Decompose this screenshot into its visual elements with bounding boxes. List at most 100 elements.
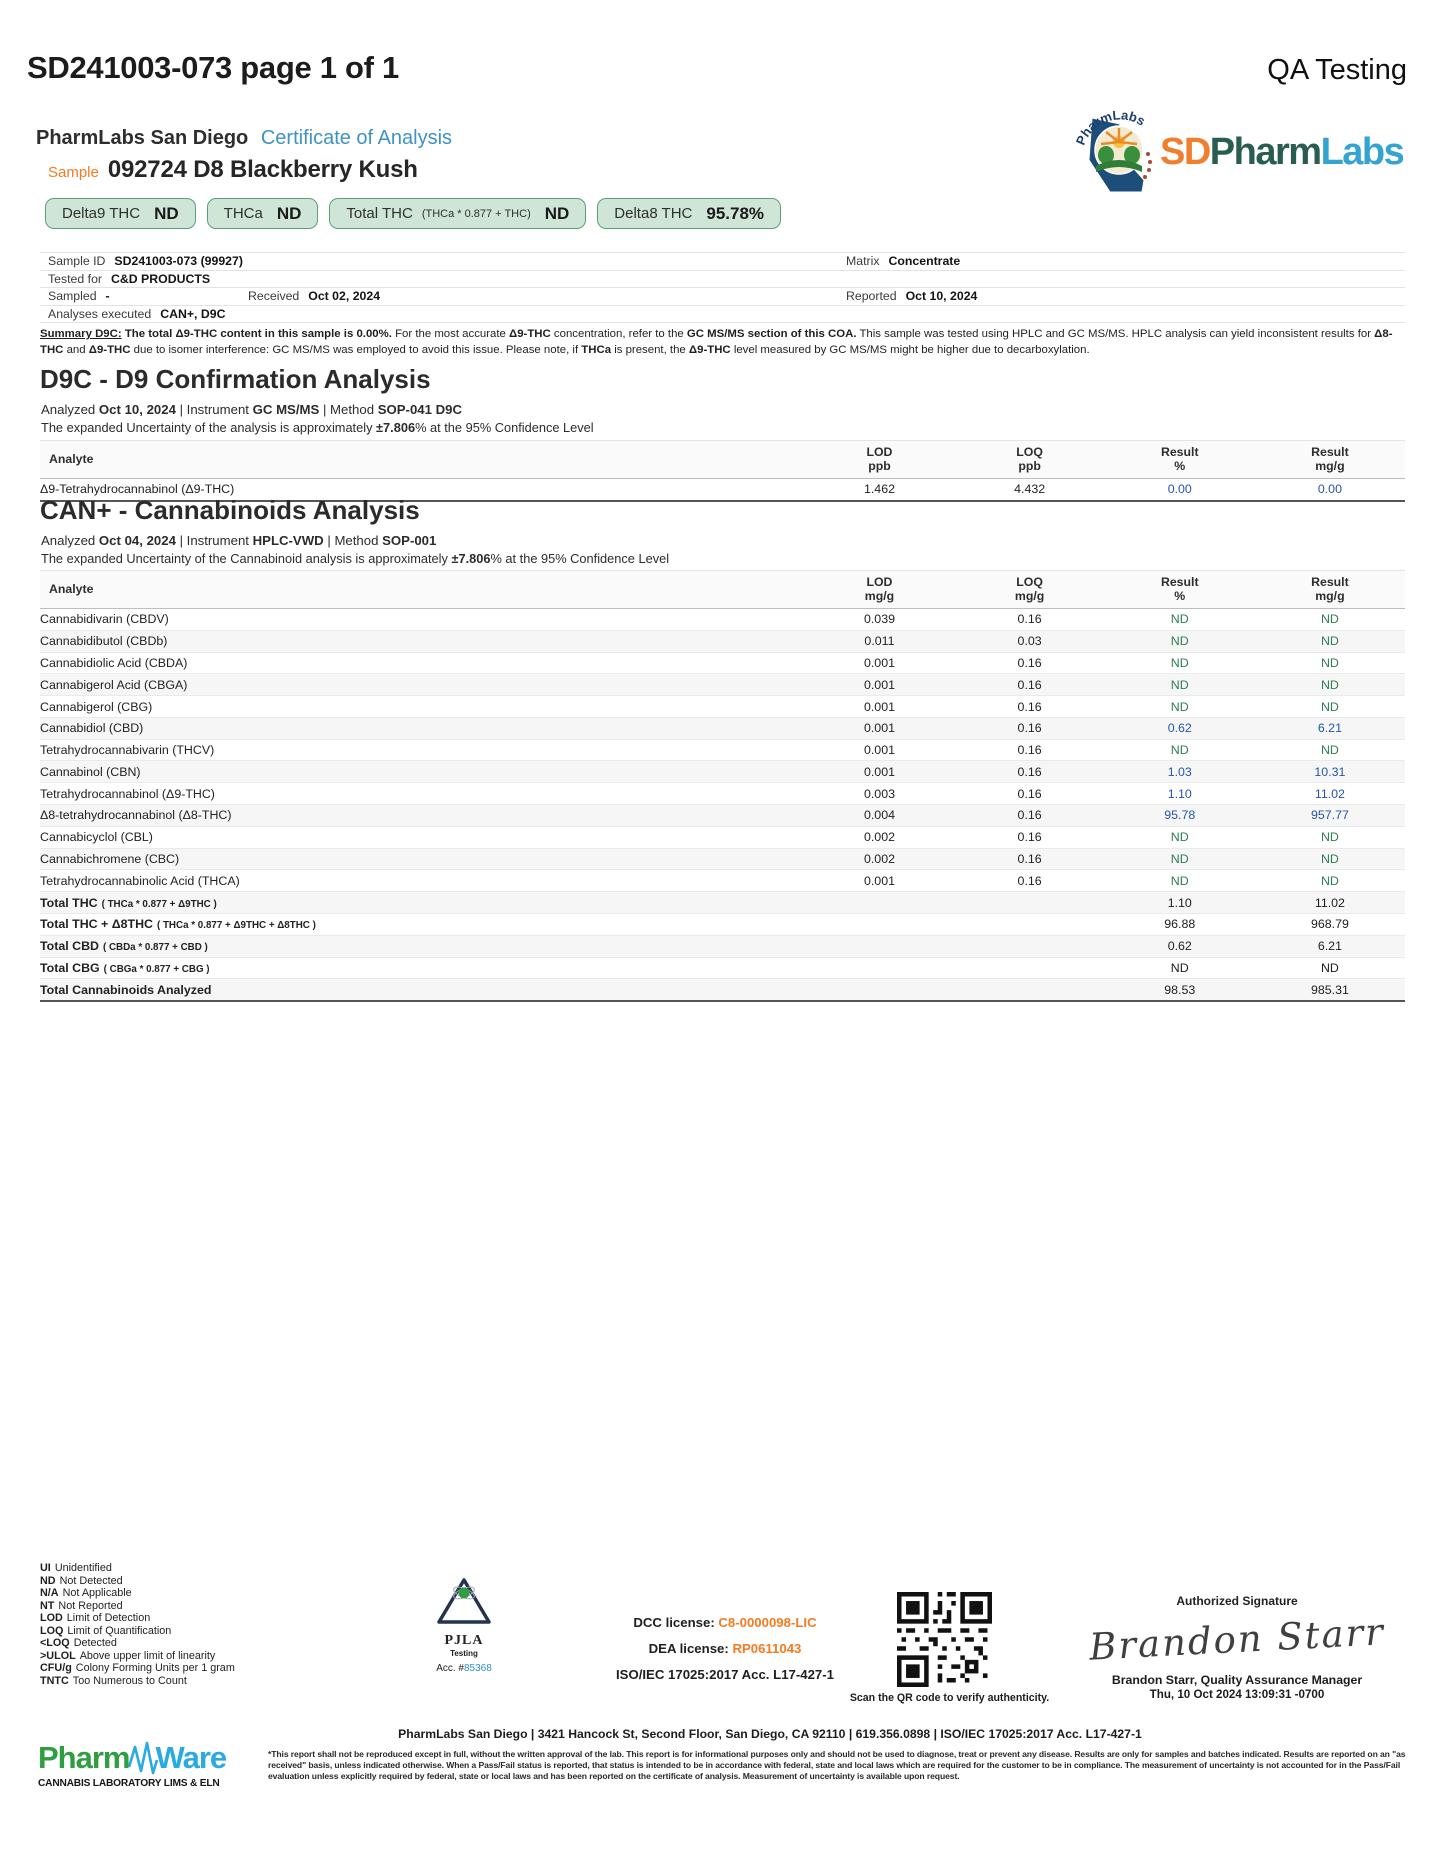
text-segment: | Instrument bbox=[175, 402, 253, 417]
text-segment: % at the 95% Confidence Level bbox=[415, 420, 594, 435]
cell-lod: 0.001 bbox=[804, 695, 955, 718]
logo-pharm: Pharm bbox=[1209, 130, 1322, 173]
d9c-section-title: D9C - D9 Confirmation Analysis bbox=[40, 364, 431, 394]
legend-desc: Detected bbox=[73, 1637, 117, 1649]
legend-item: ND Not Detected bbox=[40, 1575, 235, 1588]
text-segment: Analyzed bbox=[41, 402, 99, 417]
dea-license-link[interactable]: RP0611043 bbox=[732, 1641, 802, 1656]
sampled-label: Sampled bbox=[48, 289, 97, 304]
dcc-license-line: DCC license: C8-0000098-LIC bbox=[560, 1610, 890, 1636]
badge-label: Delta9 THC bbox=[62, 205, 141, 222]
table-header-row: Analyte LOD mg/g LOQ mg/g Result% Result mg… bbox=[40, 570, 1405, 609]
text-segment: ±7.806 bbox=[451, 551, 491, 566]
sample-id-value: SD241003-073 (99927) bbox=[114, 254, 243, 269]
reported-value: Oct 10, 2024 bbox=[905, 289, 978, 304]
cell-result-pct: ND bbox=[1104, 695, 1255, 718]
cell-result-mgg: ND bbox=[1254, 630, 1405, 653]
pjla-name: PJLA bbox=[444, 1633, 484, 1648]
abbreviation-legend: UI Unidentified ND Not Detected N/A Not App… bbox=[40, 1562, 235, 1687]
cell-result-mgg: 6.21 bbox=[1254, 717, 1405, 740]
cell-lod bbox=[804, 935, 955, 958]
cell-result-mgg: 0.00 bbox=[1254, 478, 1405, 502]
cell-lod: 0.011 bbox=[804, 630, 955, 653]
cell-result-mgg: ND bbox=[1254, 608, 1405, 631]
col-result-mgg: Result mg/g bbox=[1254, 570, 1405, 609]
license-block: DCC license: C8-0000098-LIC DEA license:… bbox=[560, 1610, 890, 1688]
legend-desc: Not Applicable bbox=[62, 1587, 132, 1599]
received-value: Oct 02, 2024 bbox=[308, 289, 381, 304]
pjla-triangle-icon bbox=[437, 1578, 491, 1624]
sample-label: Sample bbox=[48, 164, 99, 181]
summary-d9c-paragraph: Summary D9C: The total Δ9-THC content in… bbox=[40, 326, 1405, 359]
legend-abbr: <LOQ bbox=[40, 1637, 70, 1649]
cell-result-pct: ND bbox=[1104, 630, 1255, 653]
signature-block: Authorized Signature Brandon Starr Brand… bbox=[1062, 1594, 1412, 1701]
dcc-license-link[interactable]: C8-0000098-LIC bbox=[718, 1615, 817, 1630]
qr-caption: Scan the QR code to verify authenticity. bbox=[849, 1692, 1050, 1704]
cell-result-pct: 95.78 bbox=[1104, 804, 1255, 827]
matrix-label: Matrix bbox=[846, 254, 880, 269]
legend-item: CFU/g Colony Forming Units per 1 gram bbox=[40, 1662, 235, 1675]
cell-lod: 0.001 bbox=[804, 869, 955, 893]
text-segment: Δ8-THC bbox=[40, 328, 1393, 357]
cell-analyte: Cannabigerol Acid (CBGA) bbox=[40, 673, 805, 697]
sample-name: 092724 D8 Blackberry Kush bbox=[107, 156, 418, 183]
result-badge: Delta8 THC 95.78% bbox=[597, 198, 782, 229]
cell-lod: 0.002 bbox=[804, 848, 955, 871]
cell-analyte: Cannabicyclol (CBL) bbox=[40, 826, 805, 849]
table-row: Total CBG( CBGa * 0.877 + CBG ) ND ND bbox=[40, 957, 1405, 980]
cell-lod bbox=[804, 891, 955, 914]
cell-analyte: Δ8-tetrahydrocannabinol (Δ8-THC) bbox=[40, 804, 805, 827]
legend-item: NT Not Reported bbox=[40, 1600, 235, 1613]
logo-sd: SD bbox=[1160, 130, 1211, 173]
cell-lod: 0.039 bbox=[804, 608, 955, 631]
legend-desc: Limit of Quantification bbox=[67, 1624, 172, 1637]
d9c-results-table: Analyte LOD ppb LOQ ppb Result% Result mg/g… bbox=[40, 440, 1405, 502]
pharmware-tagline: CANNABIS LABORATORY LIMS & ELN bbox=[38, 1778, 220, 1789]
table-row: Δ9-Tetrahydrocannabinol (Δ9-THC) 1.462 4… bbox=[40, 478, 1405, 502]
certificate-of-analysis-label: Certificate of Analysis bbox=[260, 127, 453, 149]
signature-script: Brandon Starr bbox=[1088, 1610, 1386, 1669]
text-segment: The total Δ9-THC content in this sample … bbox=[124, 328, 392, 340]
cell-analyte: Tetrahydrocannabivarin (THCV) bbox=[40, 739, 805, 762]
pharmware-ware: Ware bbox=[155, 1740, 227, 1775]
cannabinoids-results-table: Analyte LOD mg/g LOQ mg/g Result% Result mg… bbox=[40, 570, 1405, 1003]
cell-analyte: Total Cannabinoids Analyzed bbox=[40, 978, 805, 1003]
pjla-testing-label: Testing bbox=[450, 1649, 478, 1658]
cell-loq: 0.16 bbox=[954, 804, 1105, 827]
cell-result-pct: 1.03 bbox=[1104, 760, 1255, 784]
legend-abbr: >ULOL bbox=[40, 1649, 76, 1662]
cell-lod bbox=[804, 913, 955, 936]
legend-abbr: ND bbox=[40, 1574, 56, 1587]
cell-result-pct: 1.10 bbox=[1104, 782, 1255, 806]
pjla-accreditation: PJLA Testing Acc. #85368 bbox=[408, 1576, 520, 1674]
acc-label: Acc. # bbox=[436, 1663, 464, 1674]
cell-result-mgg: ND bbox=[1254, 739, 1405, 762]
cell-analyte: Cannabidivarin (CBDV) bbox=[40, 608, 805, 631]
text-segment: Summary D9C: bbox=[40, 328, 122, 340]
sampled-value: - bbox=[105, 289, 110, 304]
analyses-label: Analyses executed bbox=[48, 306, 152, 321]
report-disclaimer: *This report shall not be reproduced exc… bbox=[268, 1749, 1406, 1781]
table-row: Tetrahydrocannabinol (Δ9-THC) 0.003 0.16… bbox=[40, 782, 1405, 806]
text-segment: GC MS/MS section of this COA. bbox=[686, 328, 857, 340]
cell-lod: 0.001 bbox=[804, 760, 955, 784]
cell-result-pct: ND bbox=[1104, 848, 1255, 871]
table-header-row: Analyte LOD ppb LOQ ppb Result% Result mg/g bbox=[40, 440, 1405, 479]
cell-result-pct: ND bbox=[1104, 608, 1255, 631]
cell-loq: 0.16 bbox=[954, 673, 1105, 697]
table-row: Cannabigerol Acid (CBGA) 0.001 0.16 ND N… bbox=[40, 673, 1405, 697]
cell-loq: 0.03 bbox=[954, 630, 1105, 653]
col-result-pct: Result% bbox=[1104, 570, 1255, 609]
badge-value: ND bbox=[544, 203, 570, 223]
table-row: Cannabinol (CBN) 0.001 0.16 1.03 10.31 bbox=[40, 760, 1405, 784]
text-segment: SOP-001 bbox=[382, 533, 437, 548]
lab-name: PharmLabs San Diego bbox=[36, 127, 249, 149]
legend-item: LOQ Limit of Quantification bbox=[40, 1625, 235, 1638]
pharmware-logo: Pharm Ware CANNABIS LABORATORY LIMS & ELN bbox=[38, 1740, 258, 1790]
tested-for-value: C&D PRODUCTS bbox=[111, 271, 211, 286]
cell-lod: 0.001 bbox=[804, 739, 955, 762]
cell-result-mgg: 985.31 bbox=[1254, 978, 1405, 1003]
text-segment: and bbox=[63, 344, 89, 357]
acc-number-link[interactable]: 85368 bbox=[463, 1663, 492, 1674]
